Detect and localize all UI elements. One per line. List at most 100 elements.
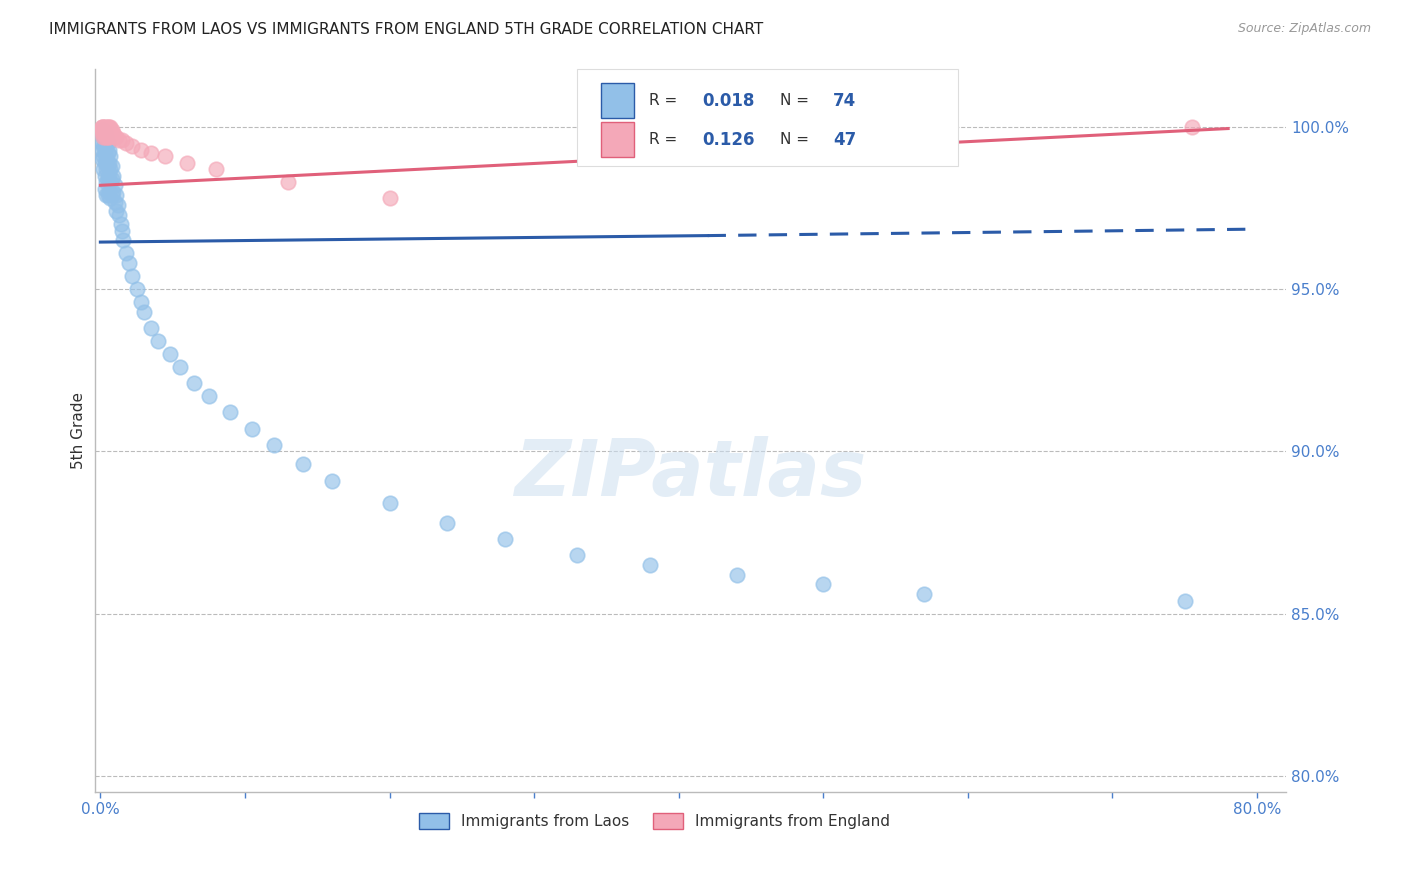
Point [176,155,198,169]
Point [91,139,114,153]
Point [121,139,143,153]
Point [101,159,124,173]
Point [169,359,191,374]
Point [813,577,835,591]
Point [90,143,112,157]
Point [93,155,115,169]
Point [93,120,115,134]
Point [90,153,112,167]
Point [97,129,120,144]
Point [100,127,122,141]
Point [378,191,401,205]
Point [139,321,162,335]
Point [91,120,114,134]
Text: N =: N = [779,93,814,108]
Point [98,155,121,169]
Point [93,181,115,195]
Point [94,188,117,202]
Point [115,136,138,150]
Text: IMMIGRANTS FROM LAOS VS IMMIGRANTS FROM ENGLAND 5TH GRADE CORRELATION CHART: IMMIGRANTS FROM LAOS VS IMMIGRANTS FROM … [49,22,763,37]
Point [494,532,516,546]
Point [94,162,117,177]
Text: 74: 74 [834,92,856,110]
Point [100,120,122,134]
Point [98,143,121,157]
Point [101,188,124,202]
FancyBboxPatch shape [576,69,959,166]
Point [90,136,112,150]
Point [205,162,228,177]
Point [159,347,181,361]
Point [93,123,115,137]
Point [104,129,127,144]
Point [148,334,170,348]
Point [100,191,122,205]
Point [198,389,221,403]
Point [100,123,122,137]
Point [914,587,936,601]
Point [93,145,115,160]
Point [105,204,128,219]
Point [91,129,114,144]
Point [94,175,117,189]
Point [97,188,120,202]
Point [93,127,115,141]
Point [98,169,121,183]
Point [94,153,117,167]
Point [94,139,117,153]
Point [725,567,748,582]
Point [100,149,122,163]
Point [93,127,115,141]
Bar [600,122,634,157]
Text: Source: ZipAtlas.com: Source: ZipAtlas.com [1237,22,1371,36]
Point [90,120,112,134]
Point [105,129,128,144]
Point [240,422,263,436]
Point [638,558,661,572]
Point [94,123,117,137]
Point [91,123,114,137]
Point [97,123,120,137]
Text: R =: R = [648,132,682,147]
Point [105,188,128,202]
Point [104,194,127,209]
Point [93,169,115,183]
Point [108,133,131,147]
Point [98,120,121,134]
Point [155,149,177,163]
Point [100,162,122,177]
Point [91,123,114,137]
Point [118,256,141,270]
Point [98,129,121,144]
Point [112,234,135,248]
Point [91,149,114,163]
Point [93,123,115,137]
Point [378,496,401,510]
Point [100,175,122,189]
Text: 47: 47 [834,130,856,149]
Point [97,171,120,186]
Point [139,145,162,160]
Point [97,120,120,134]
Point [90,127,112,141]
Point [110,217,132,231]
Point [97,136,120,150]
Point [98,185,121,199]
Point [219,405,242,419]
Point [132,305,155,319]
Point [91,127,114,141]
Point [125,282,148,296]
Point [321,474,343,488]
Point [91,162,114,177]
Point [111,133,134,147]
Text: R =: R = [648,93,682,108]
Point [129,143,152,157]
Point [121,269,143,284]
Point [94,120,117,134]
Point [90,120,112,134]
Y-axis label: 5th Grade: 5th Grade [72,392,86,468]
Point [436,516,458,530]
Point [277,175,299,189]
Point [103,169,125,183]
Text: ZIPatlas: ZIPatlas [515,435,866,512]
